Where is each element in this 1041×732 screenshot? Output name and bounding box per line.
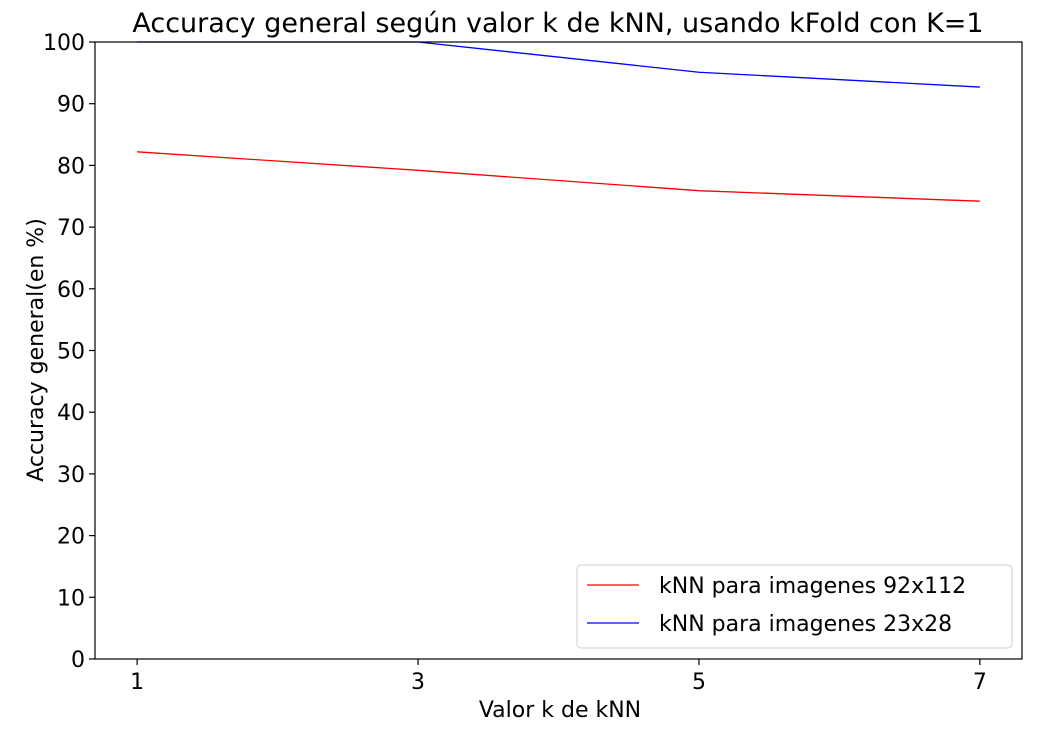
y-tick-label: 90 bbox=[57, 93, 85, 118]
y-tick-label: 80 bbox=[57, 154, 85, 179]
x-tick-label: 3 bbox=[411, 670, 425, 695]
x-tick-label: 7 bbox=[973, 670, 987, 695]
y-tick-label: 20 bbox=[57, 525, 85, 550]
legend-box bbox=[576, 564, 1013, 649]
x-axis-label: Valor k de kNN bbox=[479, 698, 641, 723]
y-tick-label: 0 bbox=[71, 648, 85, 673]
y-tick-label: 30 bbox=[57, 463, 85, 488]
y-tick-label: 40 bbox=[57, 401, 85, 426]
x-tick-label: 5 bbox=[692, 670, 706, 695]
chart-title: Accuracy general según valor k de kNN, u… bbox=[132, 8, 983, 39]
plot-series bbox=[137, 41, 980, 202]
legend-label-1: kNN para imagenes 92x112 bbox=[659, 574, 966, 599]
y-axis: 0 10 20 30 40 50 60 70 80 90 100 bbox=[43, 31, 95, 673]
series-line-2 bbox=[137, 41, 980, 88]
legend: kNN para imagenes 92x112 kNN para imagene… bbox=[576, 564, 1013, 649]
x-axis: 1 3 5 7 bbox=[130, 659, 987, 695]
legend-label-2: kNN para imagenes 23x28 bbox=[659, 612, 952, 637]
y-axis-label: Accuracy general(en %) bbox=[24, 218, 49, 482]
y-tick-label: 100 bbox=[43, 31, 85, 56]
y-tick-label: 70 bbox=[57, 216, 85, 241]
y-tick-label: 50 bbox=[57, 340, 85, 365]
y-tick-label: 60 bbox=[57, 278, 85, 303]
series-line-1 bbox=[137, 151, 980, 202]
y-tick-label: 10 bbox=[57, 586, 85, 611]
x-tick-label: 1 bbox=[130, 670, 144, 695]
